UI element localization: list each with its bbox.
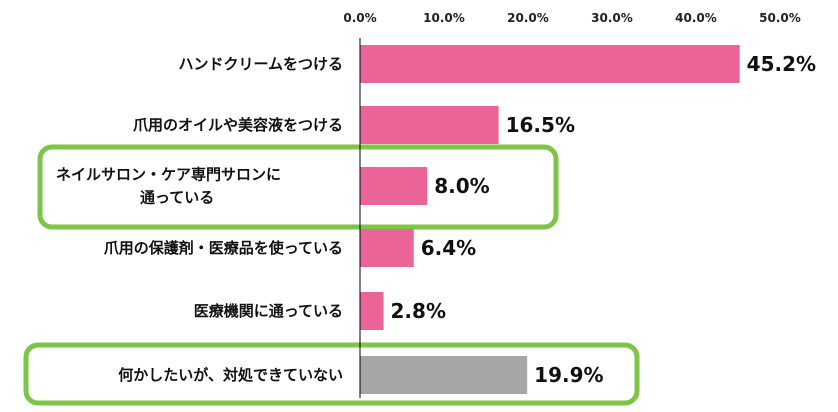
tick-label: 50.0%	[759, 11, 801, 25]
tick-label: 30.0%	[591, 11, 633, 25]
highlight-frame	[23, 342, 640, 406]
bar	[360, 229, 414, 267]
value-label: 45.2%	[747, 52, 816, 76]
value-label: 2.8%	[391, 299, 446, 323]
tick-label: 10.0%	[423, 11, 465, 25]
value-label: 16.5%	[506, 113, 575, 137]
value-label: 6.4%	[421, 236, 476, 260]
highlight-frame	[37, 144, 559, 230]
tick-label: 0.0%	[343, 11, 376, 25]
bar	[360, 167, 428, 205]
tick-label: 20.0%	[507, 11, 549, 25]
category-label: ネイルサロン・ケア専門サロンに	[56, 166, 281, 184]
category-label: 何かしたいが、対処できていない	[118, 366, 343, 384]
bar	[360, 106, 499, 144]
category-label: ハンドクリームをつける	[178, 55, 343, 73]
bar	[360, 356, 528, 394]
category-label: 爪用の保護剤・医療品を使っている	[104, 239, 343, 257]
category-label: 医療機関に通っている	[194, 302, 343, 320]
bar	[360, 45, 740, 83]
value-label: 19.9%	[534, 363, 603, 387]
tick-label: 40.0%	[675, 11, 717, 25]
category-label: 通っている	[140, 189, 214, 207]
value-label: 8.0%	[434, 174, 489, 198]
bar	[360, 292, 384, 330]
category-label: 爪用のオイルや美容液をつける	[133, 116, 343, 134]
